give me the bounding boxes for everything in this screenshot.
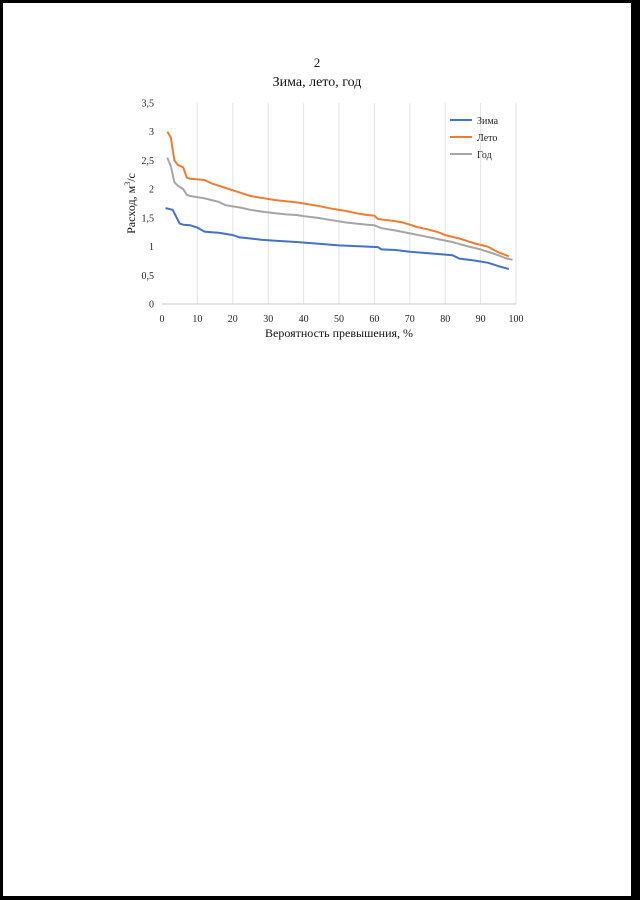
y-tick-label: 1 xyxy=(149,242,154,253)
x-tick-label: 0 xyxy=(160,314,165,325)
y-tick-label: 0,5 xyxy=(142,271,155,282)
x-tick-label: 20 xyxy=(228,314,238,325)
legend-label-0: Зима xyxy=(477,116,499,127)
series-line-1 xyxy=(166,131,510,258)
x-tick-label: 30 xyxy=(263,314,273,325)
y-axis-label-superscript: 3 xyxy=(123,182,132,186)
document-page: 2 Зима, лето, год xyxy=(3,3,631,896)
x-tick-label: 10 xyxy=(192,314,202,325)
series-line-0 xyxy=(165,207,510,270)
x-tick-label: 80 xyxy=(440,314,450,325)
legend-label-2: Год xyxy=(477,150,492,161)
page-number: 2 xyxy=(313,55,321,70)
x-tick-label: 100 xyxy=(509,314,524,325)
y-tick-label: 2 xyxy=(149,185,154,196)
chart-title: Зима, лето, год xyxy=(272,75,362,90)
x-tick-label: 70 xyxy=(405,314,415,325)
x-tick-label: 50 xyxy=(334,314,344,325)
x-axis-label: Вероятность превышения, % xyxy=(265,326,413,340)
y-tick-label: 3 xyxy=(149,127,154,138)
legend-label-1: Лето xyxy=(477,133,497,144)
y-tick-label: 0 xyxy=(149,300,154,311)
y-axis-label-prefix: Расход, м xyxy=(124,185,138,233)
x-tick-label: 90 xyxy=(476,314,486,325)
y-tick-label: 3,5 xyxy=(142,99,155,110)
y-axis-label-suffix: /с xyxy=(124,173,138,182)
y-axis-label: Расход, м3/с xyxy=(123,173,138,234)
y-tick-label: 1,5 xyxy=(142,213,155,224)
x-tick-label: 60 xyxy=(369,314,379,325)
y-tick-label: 2,5 xyxy=(142,156,155,167)
series-line-2 xyxy=(166,157,513,261)
x-tick-label: 40 xyxy=(299,314,309,325)
